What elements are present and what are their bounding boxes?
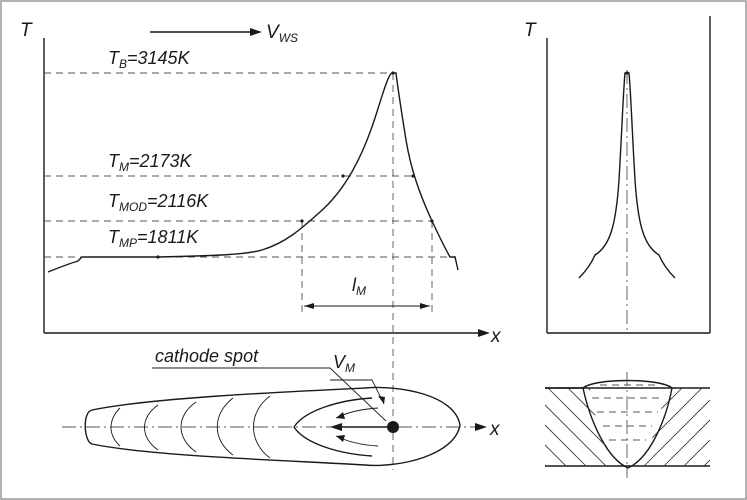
welding-speed-label: VWS	[266, 22, 298, 45]
x-axis-main-label: x	[490, 326, 502, 347]
flow-arrowhead-lower	[336, 435, 345, 442]
lm-label: lM	[352, 275, 366, 298]
weld-bead-outline	[84, 386, 461, 467]
vm-arrowhead	[378, 396, 385, 404]
right-plate-hatch	[635, 388, 710, 466]
transverse-temperature-panel: T	[524, 16, 711, 334]
curve-marker-m-right	[411, 174, 415, 178]
weld-bead-profile	[582, 379, 673, 469]
t-axis-main-label: T	[20, 20, 33, 41]
weld-pool-top-view: x cathode spot VM	[62, 346, 501, 467]
lm-right-arrowhead	[420, 303, 430, 309]
molten-pool-boundary	[293, 397, 373, 457]
cathode-spot	[387, 421, 399, 433]
boiling-temperature-label: TB=3145K	[108, 48, 191, 71]
cathode-spot-leader	[152, 367, 387, 422]
weld-axis-arrowhead	[475, 423, 487, 431]
welding-speed-arrowhead	[250, 28, 262, 36]
temperature-profile-panel: T x VWS TB=3145K TM=2173K TMOD=2116K TMP…	[20, 20, 502, 470]
right-peak-marker	[625, 71, 629, 75]
vm-label: VM	[333, 352, 355, 375]
curve-marker-m-left	[341, 174, 345, 178]
curve-marker-mp	[156, 255, 160, 259]
weld-cross-section	[545, 372, 710, 478]
flow-arrowhead-upper	[336, 412, 345, 419]
ripple-line	[180, 401, 197, 453]
temperature-curve	[47, 72, 459, 273]
peak-marker	[391, 71, 395, 75]
x-axis-bottom-label: x	[489, 419, 501, 440]
lm-left-arrowhead	[304, 303, 314, 309]
melting-point-label: TMP=1811K	[108, 227, 199, 250]
curve-marker-mod-right	[430, 219, 434, 223]
curve-marker-mod-left	[300, 219, 304, 223]
t-axis-right-label: T	[524, 20, 537, 41]
flow-arrowhead-centre	[330, 423, 342, 431]
left-plate-hatch	[545, 388, 620, 466]
mod-temperature-label: TMOD=2116K	[108, 191, 209, 214]
cathode-spot-label: cathode spot	[155, 346, 259, 366]
ripple-line	[110, 407, 121, 447]
melt-temperature-label: TM=2173K	[108, 151, 193, 174]
ripple-line	[253, 395, 271, 459]
ripple-line	[216, 397, 234, 456]
x-axis-main-arrowhead	[478, 329, 490, 337]
vm-leader	[330, 379, 385, 405]
ripple-line	[144, 404, 159, 451]
